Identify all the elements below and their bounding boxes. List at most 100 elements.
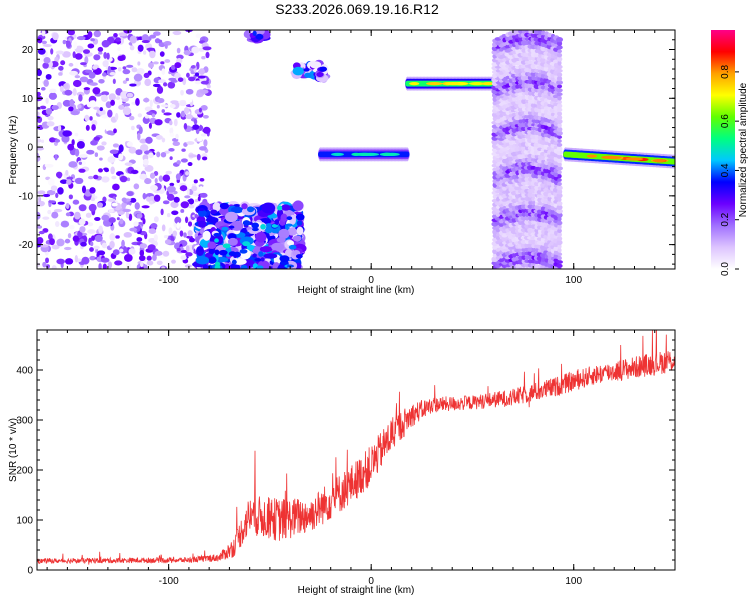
heatmap-cell — [557, 139, 562, 144]
spectrogram-y-tick-label: -10 — [19, 191, 34, 202]
heatmap-cell — [198, 146, 208, 151]
heatmap-cell — [207, 241, 217, 250]
heatmap-cell — [51, 265, 57, 269]
heatmap-cell — [151, 113, 156, 118]
heatmap-cell — [213, 232, 221, 237]
heatmap-cell — [118, 104, 125, 110]
heatmap-cell — [112, 249, 120, 256]
heatmap-cell — [525, 47, 530, 54]
heatmap-cell — [79, 154, 88, 158]
heatmap-cell — [153, 216, 159, 223]
heatmap-cell — [524, 211, 530, 217]
heatmap-cell — [208, 257, 217, 264]
heatmap-cell — [296, 220, 303, 226]
heatmap-cell — [69, 99, 75, 107]
heatmap-cell — [109, 149, 119, 154]
heatmap-cell — [556, 80, 563, 85]
heatmap-cell — [192, 191, 201, 197]
heatmap-cell — [556, 150, 563, 156]
heatmap-cell — [162, 200, 170, 205]
heatmap-cell — [557, 173, 562, 179]
heatmap-cell — [586, 154, 598, 158]
heatmap-cell — [152, 83, 161, 88]
heatmap-cell — [556, 252, 563, 257]
heatmap-cell — [557, 228, 562, 233]
heatmap-cell — [138, 126, 143, 135]
heatmap-cell — [40, 86, 46, 91]
heatmap-cell — [230, 206, 244, 214]
heatmap-cell — [50, 185, 58, 192]
heatmap-cell — [511, 174, 517, 180]
heatmap-cell — [152, 61, 159, 65]
heatmap-cell — [518, 119, 523, 124]
heatmap-cell — [79, 76, 89, 83]
heatmap-cell — [184, 264, 192, 268]
heatmap-cell — [179, 185, 188, 192]
heatmap-cell — [126, 92, 134, 98]
heatmap-cell — [173, 118, 178, 127]
heatmap-cell — [556, 185, 563, 191]
heatmap-cell — [183, 122, 188, 130]
heatmap-cell — [198, 68, 205, 75]
heatmap-cell — [113, 32, 118, 38]
heatmap-cell — [544, 136, 549, 142]
heatmap-cell — [196, 153, 201, 161]
heatmap-cell — [38, 230, 45, 235]
heatmap-cell — [304, 72, 312, 78]
heatmap-cell — [245, 231, 250, 236]
heatmap-cell — [228, 263, 241, 269]
heatmap-cell — [521, 48, 527, 53]
heatmap-cell — [66, 176, 74, 180]
heatmap-cell — [197, 220, 207, 228]
heatmap-cell — [45, 264, 50, 269]
heatmap-cell — [171, 259, 176, 264]
heatmap-cell — [319, 66, 328, 72]
heatmap-cell — [46, 189, 56, 196]
heatmap-cell — [557, 275, 562, 280]
heatmap-cell — [98, 78, 105, 84]
snr-background — [37, 330, 675, 570]
heatmap-cell — [492, 272, 498, 277]
heatmap-cell — [137, 132, 141, 141]
heatmap-cell — [97, 46, 104, 52]
heatmap-cell — [195, 33, 202, 39]
heatmap-cell — [222, 243, 231, 249]
heatmap-cell — [287, 240, 295, 246]
heatmap-cell — [524, 30, 530, 33]
heatmap-cell — [102, 72, 107, 77]
heatmap-cell — [185, 245, 190, 252]
heatmap-cell — [101, 141, 107, 146]
colorbar-gradient — [711, 30, 735, 269]
heatmap-cell — [62, 51, 71, 58]
heatmap-cell — [141, 205, 150, 209]
heatmap-cell — [180, 249, 189, 253]
heatmap-cell — [148, 62, 154, 69]
heatmap-cell — [59, 179, 68, 184]
heatmap-cell — [260, 223, 266, 230]
heatmap-cell — [556, 193, 563, 199]
heatmap-cell — [156, 260, 163, 265]
heatmap-cell — [557, 181, 562, 186]
heatmap-cell — [556, 72, 563, 77]
spectrogram-y-tick-label: 0 — [27, 143, 33, 154]
heatmap-cell — [231, 259, 237, 265]
heatmap-cell — [185, 88, 194, 95]
heatmap-cell — [534, 154, 540, 159]
heatmap-cell — [37, 190, 46, 195]
heatmap-cell — [42, 193, 51, 198]
heatmap-cell — [292, 235, 302, 242]
heatmap-cell — [198, 107, 202, 113]
heatmap-cell — [214, 238, 219, 243]
heatmap-cell — [98, 51, 103, 55]
heatmap-cell — [251, 227, 259, 232]
heatmap-cell — [230, 220, 244, 231]
heatmap-cell — [74, 132, 79, 137]
heatmap-cell — [107, 261, 113, 269]
heatmap-cell — [556, 119, 563, 124]
heatmap-cell — [128, 213, 133, 221]
heatmap-cell — [242, 220, 251, 226]
heatmap-cell — [84, 69, 93, 74]
heatmap-cell — [557, 170, 562, 175]
heatmap-cell — [310, 61, 322, 69]
heatmap-cell — [42, 261, 47, 268]
